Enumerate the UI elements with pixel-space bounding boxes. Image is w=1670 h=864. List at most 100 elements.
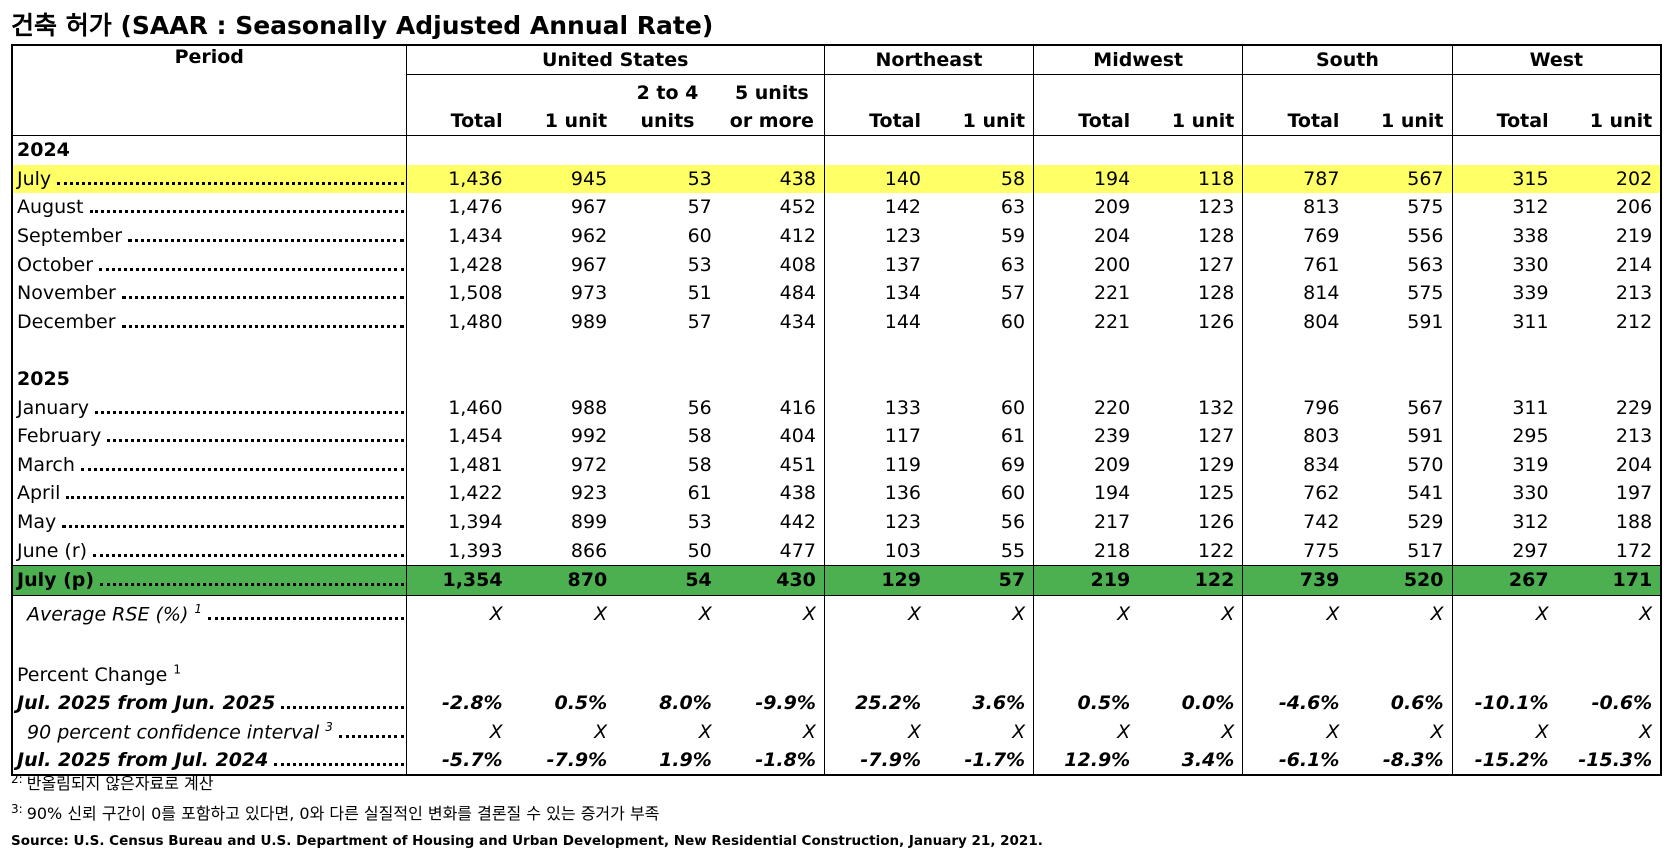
label: 2025 <box>17 368 70 391</box>
cell: 126 <box>1198 310 1235 333</box>
cell: 1,454 <box>405 421 511 451</box>
column-header-line: Total <box>869 110 921 132</box>
label-wrap: February <box>17 425 404 447</box>
cell: 1,481 <box>405 450 511 480</box>
cell: 123 <box>823 507 929 537</box>
cell: X <box>1221 720 1235 743</box>
row-label: September <box>12 221 407 251</box>
dot-leader <box>57 181 404 185</box>
cell: 1,436 <box>405 164 511 194</box>
cell: 319 <box>1451 450 1557 480</box>
cell: 442 <box>779 511 816 534</box>
label-wrap: 2025 <box>17 368 404 390</box>
label-text: June (r) <box>17 540 87 562</box>
cell <box>12 336 407 365</box>
cell <box>405 660 511 689</box>
data-row: November 1,508 973 51 484 134 57 221 128 814 575 33… <box>12 278 1661 308</box>
dot-leader <box>89 210 404 214</box>
column-header: Total <box>1033 74 1139 136</box>
label-wrap: June (r) <box>17 540 404 562</box>
label: November <box>17 282 116 305</box>
cell: 967 <box>570 196 608 219</box>
cell <box>929 365 1034 394</box>
title-korean: 건축 허가 <box>11 11 112 40</box>
cell: X <box>802 720 816 743</box>
cell <box>405 336 511 365</box>
label-text: August <box>17 196 84 218</box>
cell: 1,422 <box>405 479 511 508</box>
year-row: 2025 <box>12 364 1661 394</box>
cell: 339 <box>1451 278 1557 308</box>
spacer-row <box>12 631 1661 661</box>
cell: 209 <box>1033 450 1139 480</box>
cell <box>1557 660 1662 689</box>
cell: 567 <box>1407 167 1444 190</box>
cell <box>1033 336 1139 365</box>
cell <box>823 135 929 165</box>
data-row: December 1,480 989 57 434 144 60 221 126 804 591 31… <box>12 307 1661 337</box>
cell: 3.6% <box>972 691 1026 714</box>
cell: 194 <box>1033 164 1139 194</box>
dot-leader <box>208 617 404 621</box>
data-row: February 1,454 992 58 404 117 61 239 127 803 591 29… <box>12 421 1661 451</box>
cell: -8.3% <box>1382 749 1444 772</box>
cell: 219 <box>1615 225 1653 248</box>
label-wrap: Average RSE (%) 1 <box>27 602 404 625</box>
cell: 25.2% <box>823 688 929 718</box>
label-wrap: July (p) <box>17 569 404 591</box>
cell: 56 <box>687 396 712 419</box>
row-label: July (p) <box>12 564 407 596</box>
cell: 567 <box>1407 396 1444 419</box>
cell: 132 <box>1198 396 1235 419</box>
cell: 125 <box>1198 482 1235 505</box>
label-text: April <box>17 482 60 504</box>
column-header-line: 1 unit <box>1381 110 1444 132</box>
label-wrap: 2024 <box>17 139 404 161</box>
cell: 412 <box>779 225 816 248</box>
cell: 194 <box>1033 479 1139 508</box>
cell <box>1347 136 1452 165</box>
row-label: October <box>12 250 407 279</box>
cell <box>1451 631 1557 661</box>
cell: X <box>1242 595 1348 632</box>
cell: X <box>802 602 816 625</box>
cell: 1,480 <box>405 307 511 337</box>
cell: 742 <box>1242 507 1348 537</box>
cell: 3.4% <box>1181 749 1235 772</box>
cell: 220 <box>1033 393 1139 422</box>
cell: 451 <box>779 453 816 476</box>
cell <box>1347 365 1452 394</box>
group-header: United States <box>405 45 825 75</box>
footnote-ref: 3 <box>325 719 333 734</box>
row-label: 2024 <box>12 135 407 165</box>
row-label: November <box>12 278 407 308</box>
data-row: August 1,476 967 57 452 142 63 209 123 813 575 312 2… <box>12 193 1661 222</box>
cell: 804 <box>1242 307 1348 337</box>
cell: 59 <box>1000 225 1026 248</box>
column-header-line: units <box>640 110 695 132</box>
year-row: 2024 <box>12 135 1661 165</box>
cell: 404 <box>779 425 816 448</box>
dot-leader <box>95 410 404 414</box>
cell: 0.0% <box>1181 691 1235 714</box>
cell: 58 <box>687 425 712 448</box>
row-label: Average RSE (%) 1 <box>12 595 407 632</box>
cell: 541 <box>1407 482 1444 505</box>
cell <box>1138 336 1243 365</box>
subtitle: (SAAR : Seasonally Adjusted Annual Rate) <box>120 11 714 40</box>
cell: 899 <box>570 511 608 534</box>
cell: 57 <box>687 196 712 219</box>
cell: 761 <box>1242 250 1348 279</box>
cell: 119 <box>823 450 929 480</box>
cell: 591 <box>1407 425 1444 448</box>
data-row: July (p) 1,354 870 54 430 129 57 219 122 739 520 26… <box>12 564 1662 596</box>
cell: -10.1% <box>1451 688 1557 718</box>
label: January <box>17 396 90 419</box>
cell: 988 <box>570 396 608 419</box>
period-header: Period <box>12 45 407 136</box>
column-header-line: Total <box>450 110 503 132</box>
cell: 117 <box>823 421 929 451</box>
cell: 12.9% <box>1033 745 1139 776</box>
row-label: Jul. 2025 from Jul. 2024 <box>12 745 407 776</box>
